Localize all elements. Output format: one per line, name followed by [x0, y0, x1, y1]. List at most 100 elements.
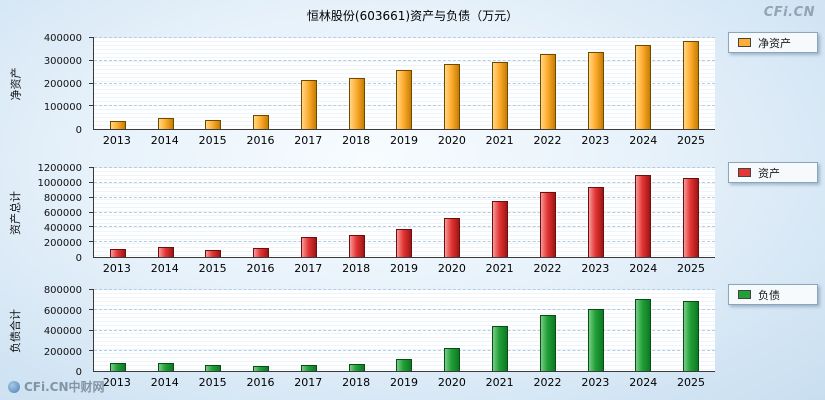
x-tick-label: 2020 [437, 134, 466, 147]
plot-area [89, 37, 715, 130]
x-tick-label: 2025 [677, 134, 706, 147]
bar-2016 [253, 365, 270, 371]
x-tick-label: 2022 [533, 376, 562, 389]
bar-2020 [444, 64, 461, 129]
y-tick-label: 800000 [43, 285, 82, 296]
plot-area [89, 167, 715, 258]
cfi-watermark-top: CFi.CN [763, 5, 815, 20]
y-tick-label: 100000 [43, 102, 82, 113]
y-tick-label: 1200000 [37, 163, 82, 174]
bar-2022 [539, 53, 556, 129]
bar-slot [190, 290, 238, 371]
x-tick-label: 2017 [294, 262, 323, 275]
gridline [89, 211, 715, 213]
cfi-logo-icon [8, 380, 20, 393]
bar-2016 [253, 114, 270, 129]
bar-slot [333, 290, 381, 371]
x-tick-label: 2013 [102, 376, 131, 389]
x-tick-label: 2025 [677, 262, 706, 275]
bar-slot [619, 38, 667, 129]
x-tick-label: 2022 [533, 134, 562, 147]
x-tick-label: 2024 [629, 376, 658, 389]
x-axis-tick-labels: 2013 2014 2015 2016 2017 2018 2019 2020 2021 2022… [93, 134, 715, 147]
y-tick-label: 200000 [43, 346, 82, 358]
x-tick-label: 2013 [102, 134, 131, 147]
bar-slot [237, 38, 285, 129]
cfi-watermark-bottom: CFi.CN中财网 [8, 378, 105, 395]
bar-slot [142, 168, 190, 257]
bar-2017 [300, 80, 317, 129]
legend: 资产 [728, 162, 818, 183]
y-tick-label: 0 [75, 253, 82, 264]
legend-label: 负债 [758, 288, 780, 302]
bar-2023 [587, 186, 604, 257]
bar-2025 [683, 301, 700, 371]
x-tick-label: 2024 [629, 262, 658, 275]
bar-2019 [396, 228, 413, 257]
legend: 负债 [728, 284, 818, 305]
x-tick-label: 2016 [246, 376, 275, 389]
page-title: 恒林股份(603661)资产与负债（万元） [306, 9, 519, 23]
bar-slot [142, 38, 190, 129]
x-tick-label: 2024 [629, 134, 658, 147]
x-tick-label: 2025 [677, 376, 706, 389]
legend-label: 净资产 [758, 36, 791, 50]
bar-slot [619, 290, 667, 371]
bar-2014 [157, 363, 174, 371]
gridline [89, 167, 715, 168]
bar-slot [333, 38, 381, 129]
y-axis-tick-labels: 0 100000 200000 300000 400000 [0, 33, 87, 136]
bar-2013 [109, 363, 126, 371]
y-tick-label: 400000 [43, 33, 82, 44]
bar-slot [285, 38, 333, 129]
bar-2022 [539, 191, 556, 257]
bar-2013 [109, 248, 126, 257]
x-tick-label: 2015 [198, 262, 227, 275]
bar-slot [476, 38, 524, 129]
bar-2017 [300, 236, 317, 257]
bar-slot [524, 168, 572, 257]
x-tick-label: 2020 [437, 262, 466, 275]
x-tick-label: 2013 [102, 262, 131, 275]
gridline [89, 349, 715, 351]
y-tick-label: 0 [75, 125, 82, 136]
y-tick-label: 600000 [43, 208, 82, 219]
bar-2013 [109, 121, 126, 129]
gridline [89, 37, 715, 38]
cfi-watermark-text: CFi.CN中财网 [24, 380, 105, 394]
bar-2024 [635, 299, 652, 371]
x-tick-label: 2023 [581, 262, 610, 275]
x-tick-label: 2021 [485, 376, 514, 389]
y-tick-label: 300000 [43, 56, 82, 67]
bar-2014 [157, 117, 174, 129]
legend-color-swatch [738, 290, 751, 299]
bar-2014 [157, 247, 174, 257]
bar-2024 [635, 175, 652, 257]
x-tick-label: 2014 [150, 376, 179, 389]
x-axis-tick-labels: 2013 2014 2015 2016 2017 2018 2019 2020 2021 2022… [93, 376, 715, 389]
y-tick-label: 800000 [43, 193, 82, 205]
plot-area [89, 289, 715, 372]
bar-slot [190, 168, 238, 257]
x-tick-label: 2019 [389, 376, 418, 389]
y-tick-label: 200000 [43, 79, 82, 90]
bar-2025 [683, 177, 700, 257]
bar-2022 [539, 315, 556, 371]
bar-slot [428, 290, 476, 371]
x-tick-label: 2014 [150, 262, 179, 275]
y-axis-tick-labels: 0 200000 400000 600000 800000 1000000 1200000 [0, 163, 87, 264]
bar-slot [667, 168, 715, 257]
bar-slot [94, 290, 142, 371]
y-tick-label: 1000000 [37, 178, 82, 189]
bar-slot [572, 168, 620, 257]
y-tick-label: 400000 [43, 326, 82, 337]
gridline [89, 329, 715, 331]
gridline [89, 309, 715, 311]
legend-color-swatch [738, 168, 751, 177]
bar-2019 [396, 358, 413, 371]
x-tick-label: 2015 [198, 134, 227, 147]
bar-slot [428, 168, 476, 257]
x-tick-label: 2020 [437, 376, 466, 389]
bar-slot [476, 290, 524, 371]
bar-slot [572, 38, 620, 129]
